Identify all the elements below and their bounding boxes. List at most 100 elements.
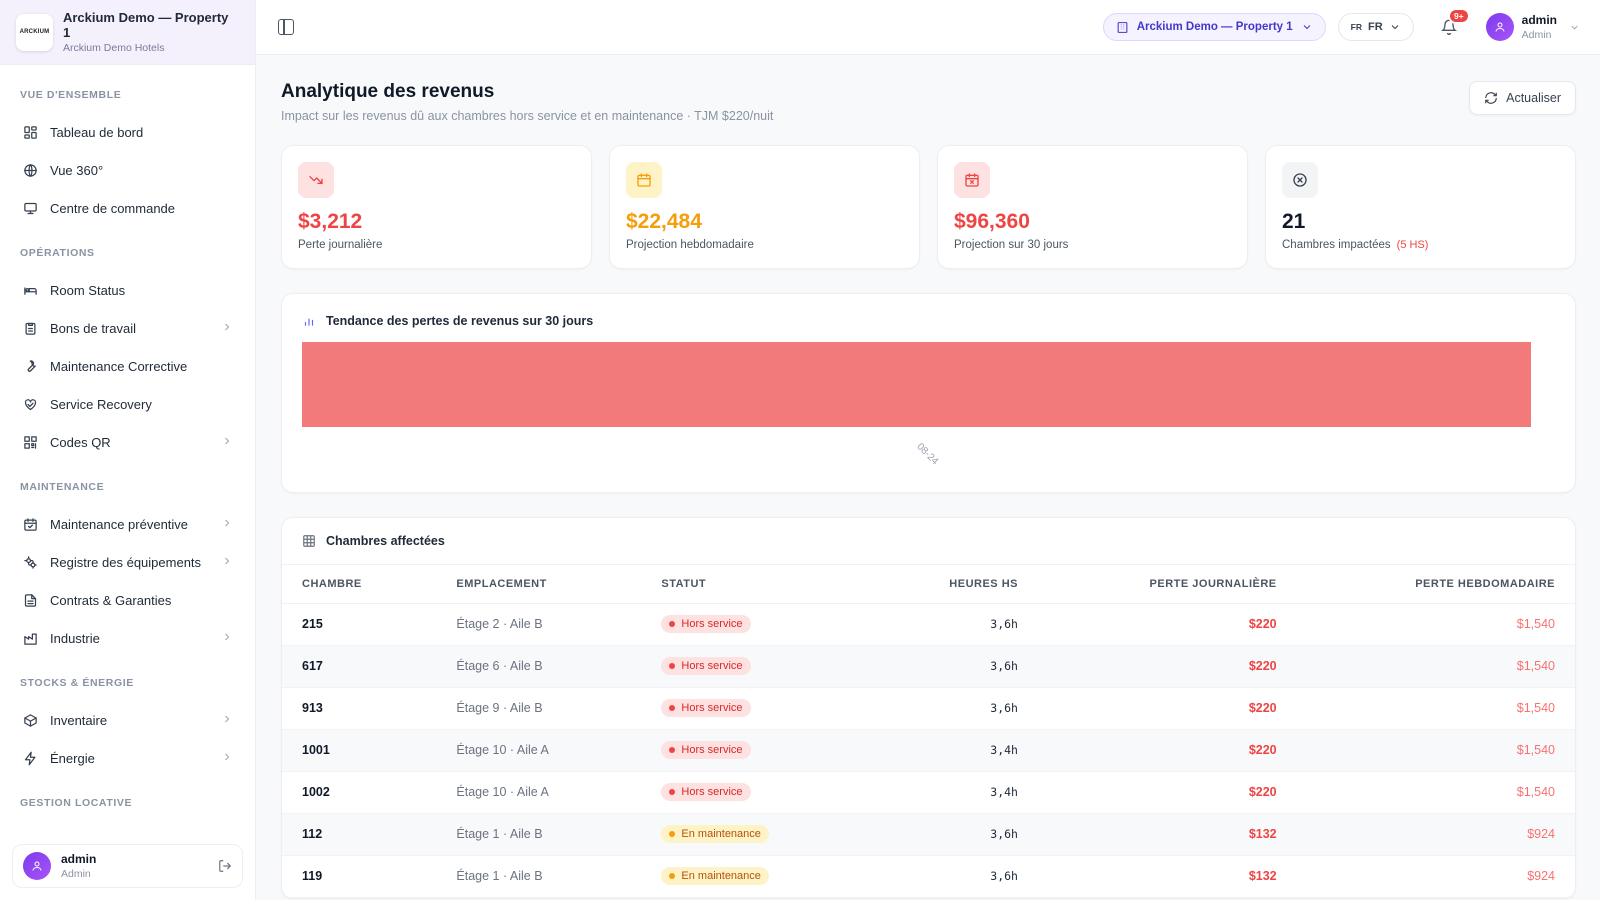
circle-x-icon [1282, 162, 1318, 198]
status-cell: Hors service [641, 603, 870, 646]
sidebar-item-inventaire[interactable]: Inventaire [0, 701, 255, 739]
column-header-perte-journaliere[interactable]: PERTE JOURNALIÈRE [1037, 565, 1297, 604]
hours-out-of-service: 3,6h [869, 645, 1038, 688]
nav-section-title: STOCKS & ÉNERGIE [20, 677, 134, 689]
monitor-icon [23, 201, 38, 216]
sidebar-item-maintenance-corrective[interactable]: Maintenance Corrective [0, 347, 255, 385]
dashboard-icon [23, 125, 38, 140]
status-badge: Hors service [661, 699, 751, 717]
kpi-label: Chambres impactées [1282, 239, 1391, 251]
sidebar-user-role: Admin [61, 868, 91, 880]
table-icon [302, 534, 316, 548]
column-header-heures-hs[interactable]: HEURES HS [869, 565, 1038, 604]
daily-loss: $220 [1037, 603, 1297, 646]
chevron-right-icon [221, 435, 233, 450]
weekly-loss: $1,540 [1296, 603, 1575, 646]
property-selector[interactable]: Arckium Demo — Property 1 [1102, 13, 1326, 41]
sidebar-item-vue-360[interactable]: Vue 360° [0, 151, 255, 189]
sidebar-item-room-status[interactable]: Room Status [0, 271, 255, 309]
language-selector[interactable]: FR FR [1337, 13, 1414, 41]
room-location: Étage 1 · Aile B [436, 855, 642, 898]
nav-section-title: GESTION LOCATIVE [20, 797, 133, 809]
column-header-emplacement[interactable]: EMPLACEMENT [436, 565, 642, 604]
sidebar-item-energie[interactable]: Énergie [0, 739, 255, 777]
sidebar-item-maintenance-preventive[interactable]: Maintenance préventive [0, 505, 255, 543]
status-cell: Hors service [641, 771, 870, 814]
sidebar-user-name: admin [61, 852, 97, 866]
topbar: Arckium Demo — Property 1 FR FR 9+ admin [256, 0, 1600, 55]
status-label: Hors service [681, 744, 743, 756]
status-dot [669, 621, 676, 627]
room-location: Étage 10 · Aile A [436, 729, 642, 772]
status-badge: Hors service [661, 657, 751, 675]
column-header-statut[interactable]: STATUT [641, 565, 870, 604]
sidebar-item-label: Registre des équipements [50, 554, 202, 570]
status-label: Hors service [681, 660, 743, 672]
column-header-chambre[interactable]: CHAMBRE [282, 565, 437, 604]
globe-icon [23, 163, 38, 178]
brand-header[interactable]: ARCKIUM Arckium Demo — Property 1 Arckiu… [0, 0, 255, 65]
sidebar-item-label: Contrats & Garanties [50, 592, 172, 608]
sidebar-item-service-recovery[interactable]: Service Recovery [0, 385, 255, 423]
status-cell: Hors service [641, 687, 870, 730]
sidebar-item-industrie[interactable]: Industrie [0, 619, 255, 657]
table-row[interactable]: 215 Étage 2 · Aile B Hors service 3,6h $220 $… [282, 603, 1575, 646]
sidebar-item-codes-qr[interactable]: Codes QR [0, 423, 255, 461]
status-badge: Hors service [661, 741, 751, 759]
sidebar-item-label: Vue 360° [50, 162, 104, 178]
brand-logo: ARCKIUM [16, 13, 53, 51]
logout-icon[interactable] [218, 859, 232, 873]
user-name: admin [1521, 13, 1557, 27]
status-badge: Hors service [661, 783, 751, 801]
status-badge: Hors service [661, 615, 751, 633]
kpi-value: 21 [1282, 210, 1306, 233]
weekly-loss: $1,540 [1296, 771, 1575, 814]
sidebar-nav: VUE D'ENSEMBLE Tableau de bord Vue 360° Cen… [0, 65, 255, 811]
nav-section-title: OPÉRATIONS [20, 247, 95, 259]
status-dot [669, 873, 676, 879]
sidebar-item-label: Bons de travail [50, 320, 136, 336]
table-row[interactable]: 617 Étage 6 · Aile B Hors service 3,6h $220 $… [282, 645, 1575, 688]
sidebar-item-tableau-de-bord[interactable]: Tableau de bord [0, 113, 255, 151]
table-row[interactable]: 913 Étage 9 · Aile B Hors service 3,6h $220 $… [282, 687, 1575, 730]
notifications-button[interactable]: 9+ [1434, 8, 1470, 42]
daily-loss: $132 [1037, 813, 1297, 856]
user-role: Admin [1521, 29, 1552, 41]
room-number: 913 [282, 687, 437, 730]
column-header-perte-hebdomadaire[interactable]: PERTE HEBDOMADAIRE [1296, 565, 1575, 604]
refresh-button[interactable]: Actualiser [1469, 81, 1576, 115]
status-label: Hors service [681, 618, 743, 630]
table-row[interactable]: 112 Étage 1 · Aile B En maintenance 3,6h $13… [282, 813, 1575, 856]
table-row[interactable]: 119 Étage 1 · Aile B En maintenance 3,6h $13… [282, 855, 1575, 898]
chevron-down-icon [1301, 21, 1313, 33]
weekly-loss: $924 [1296, 855, 1575, 898]
calendar-icon [626, 162, 662, 198]
table-title: Chambres affectées [326, 534, 445, 548]
sidebar-item-contrats-garanties[interactable]: Contrats & Garanties [0, 581, 255, 619]
avatar [1485, 13, 1514, 41]
sidebar-item-label: Industrie [50, 630, 100, 646]
status-cell: En maintenance [641, 855, 870, 898]
notification-badge: 9+ [1447, 8, 1470, 24]
main-content: Analytique des revenus Impact sur les re… [256, 55, 1600, 900]
sidebar-toggle-icon[interactable] [278, 19, 294, 35]
room-number: 119 [282, 855, 437, 898]
table-row[interactable]: 1001 Étage 10 · Aile A Hors service 3,4h $22… [282, 729, 1575, 772]
sidebar-user-card[interactable]: admin Admin [12, 844, 243, 888]
room-number: 215 [282, 603, 437, 646]
chevron-right-icon [221, 517, 233, 532]
user-menu[interactable]: admin Admin [1485, 13, 1580, 41]
sidebar-item-registre-des-equipements[interactable]: Registre des équipements [0, 543, 255, 581]
heart-handshake-icon [23, 397, 38, 412]
wrench-icon [23, 359, 38, 374]
status-label: Hors service [681, 702, 743, 714]
room-number: 1001 [282, 729, 437, 772]
daily-loss: $220 [1037, 771, 1297, 814]
sidebar-item-bons-de-travail[interactable]: Bons de travail [0, 309, 255, 347]
status-dot [669, 705, 676, 711]
status-dot [669, 663, 676, 669]
hours-out-of-service: 3,4h [869, 771, 1038, 814]
nav-section-title: MAINTENANCE [20, 481, 105, 493]
table-row[interactable]: 1002 Étage 10 · Aile A Hors service 3,4h $22… [282, 771, 1575, 814]
sidebar-item-centre-de-commande[interactable]: Centre de commande [0, 189, 255, 227]
